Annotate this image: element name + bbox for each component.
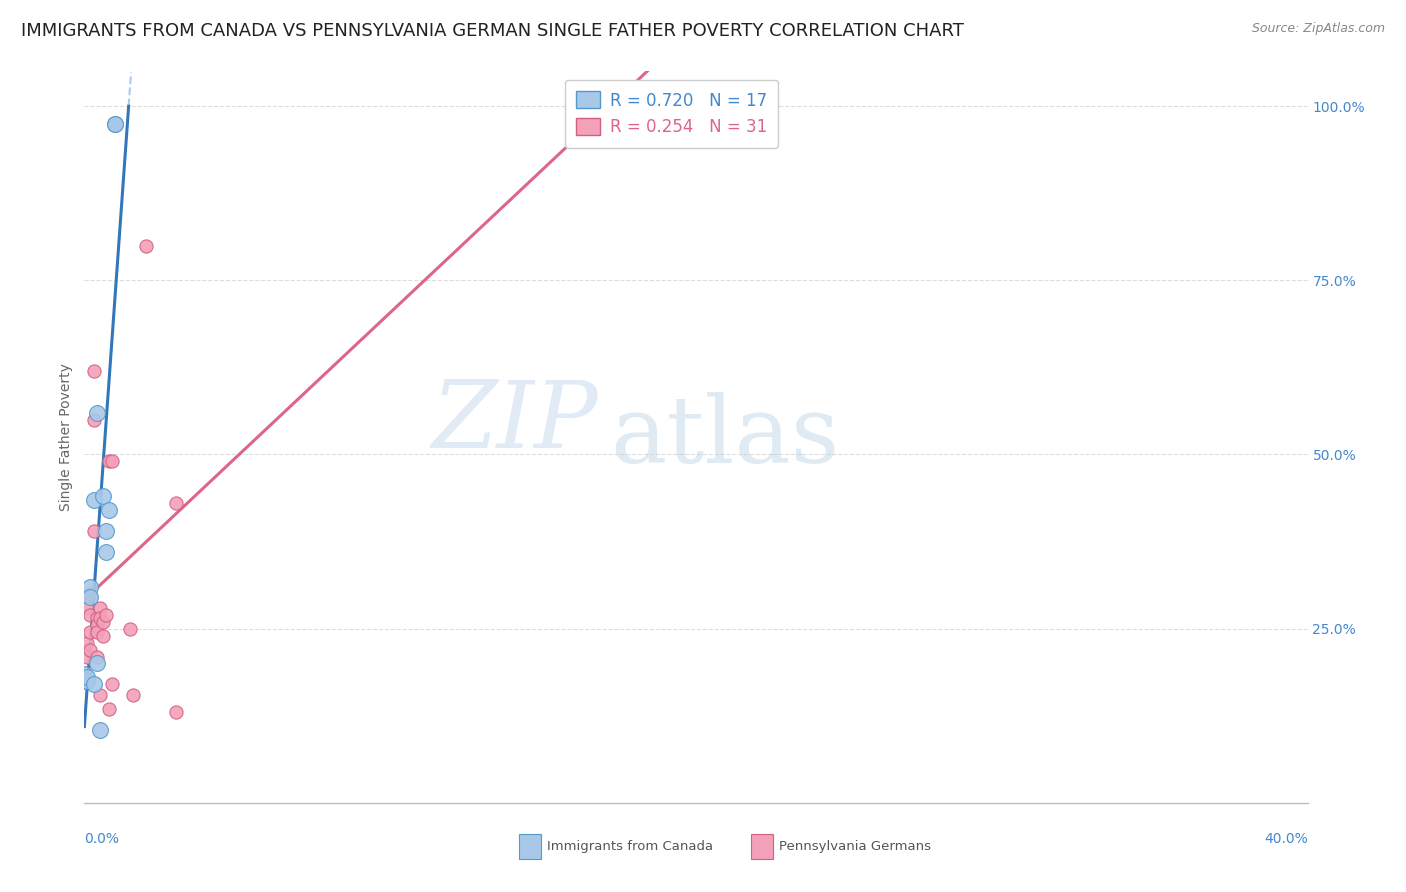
Point bbox=[165, 705, 187, 719]
Point bbox=[73, 673, 96, 688]
Point bbox=[89, 600, 111, 615]
Text: Immigrants from Canada: Immigrants from Canada bbox=[547, 840, 713, 853]
Point bbox=[76, 673, 98, 688]
Point bbox=[104, 117, 127, 131]
Point bbox=[73, 673, 96, 688]
Point bbox=[83, 677, 105, 691]
Text: 0.0%: 0.0% bbox=[84, 832, 120, 846]
Text: IMMIGRANTS FROM CANADA VS PENNSYLVANIA GERMAN SINGLE FATHER POVERTY CORRELATION : IMMIGRANTS FROM CANADA VS PENNSYLVANIA G… bbox=[21, 22, 965, 40]
Point bbox=[83, 524, 105, 538]
Point bbox=[86, 611, 108, 625]
Point bbox=[89, 723, 111, 737]
Point bbox=[165, 496, 187, 510]
Text: ZIP: ZIP bbox=[432, 377, 598, 467]
Y-axis label: Single Father Poverty: Single Father Poverty bbox=[59, 363, 73, 511]
Text: 40.0%: 40.0% bbox=[1264, 832, 1308, 846]
Point bbox=[79, 607, 101, 622]
Point bbox=[83, 412, 105, 426]
Point bbox=[76, 600, 98, 615]
Point bbox=[97, 454, 120, 468]
Point bbox=[94, 545, 117, 559]
Point bbox=[135, 238, 157, 252]
Point bbox=[79, 642, 101, 657]
Text: atlas: atlas bbox=[610, 392, 839, 482]
Point bbox=[94, 524, 117, 538]
Point bbox=[86, 657, 108, 671]
Point bbox=[76, 635, 98, 649]
Point bbox=[91, 629, 114, 643]
Point bbox=[104, 117, 127, 131]
Text: Source: ZipAtlas.com: Source: ZipAtlas.com bbox=[1251, 22, 1385, 36]
Point bbox=[91, 489, 114, 503]
Point bbox=[76, 649, 98, 664]
Point bbox=[104, 117, 127, 131]
Text: Pennsylvania Germans: Pennsylvania Germans bbox=[779, 840, 931, 853]
Point bbox=[73, 667, 96, 681]
Point bbox=[86, 625, 108, 640]
Point bbox=[97, 702, 120, 716]
Point bbox=[89, 688, 111, 702]
Point bbox=[91, 615, 114, 629]
Point bbox=[86, 406, 108, 420]
Bar bbox=[751, 834, 773, 860]
Point bbox=[86, 618, 108, 632]
Point bbox=[94, 607, 117, 622]
Point bbox=[89, 611, 111, 625]
Point bbox=[79, 625, 101, 640]
Point bbox=[79, 591, 101, 605]
Point bbox=[79, 587, 101, 601]
Point bbox=[76, 670, 98, 684]
Bar bbox=[519, 834, 541, 860]
Point bbox=[122, 688, 145, 702]
Point bbox=[83, 364, 105, 378]
Point bbox=[83, 492, 105, 507]
Point bbox=[79, 580, 101, 594]
Point bbox=[101, 454, 124, 468]
Point bbox=[120, 622, 142, 636]
Point bbox=[101, 677, 124, 691]
Point bbox=[86, 649, 108, 664]
Point bbox=[97, 503, 120, 517]
Legend: R = 0.720   N = 17, R = 0.254   N = 31: R = 0.720 N = 17, R = 0.254 N = 31 bbox=[565, 79, 779, 148]
